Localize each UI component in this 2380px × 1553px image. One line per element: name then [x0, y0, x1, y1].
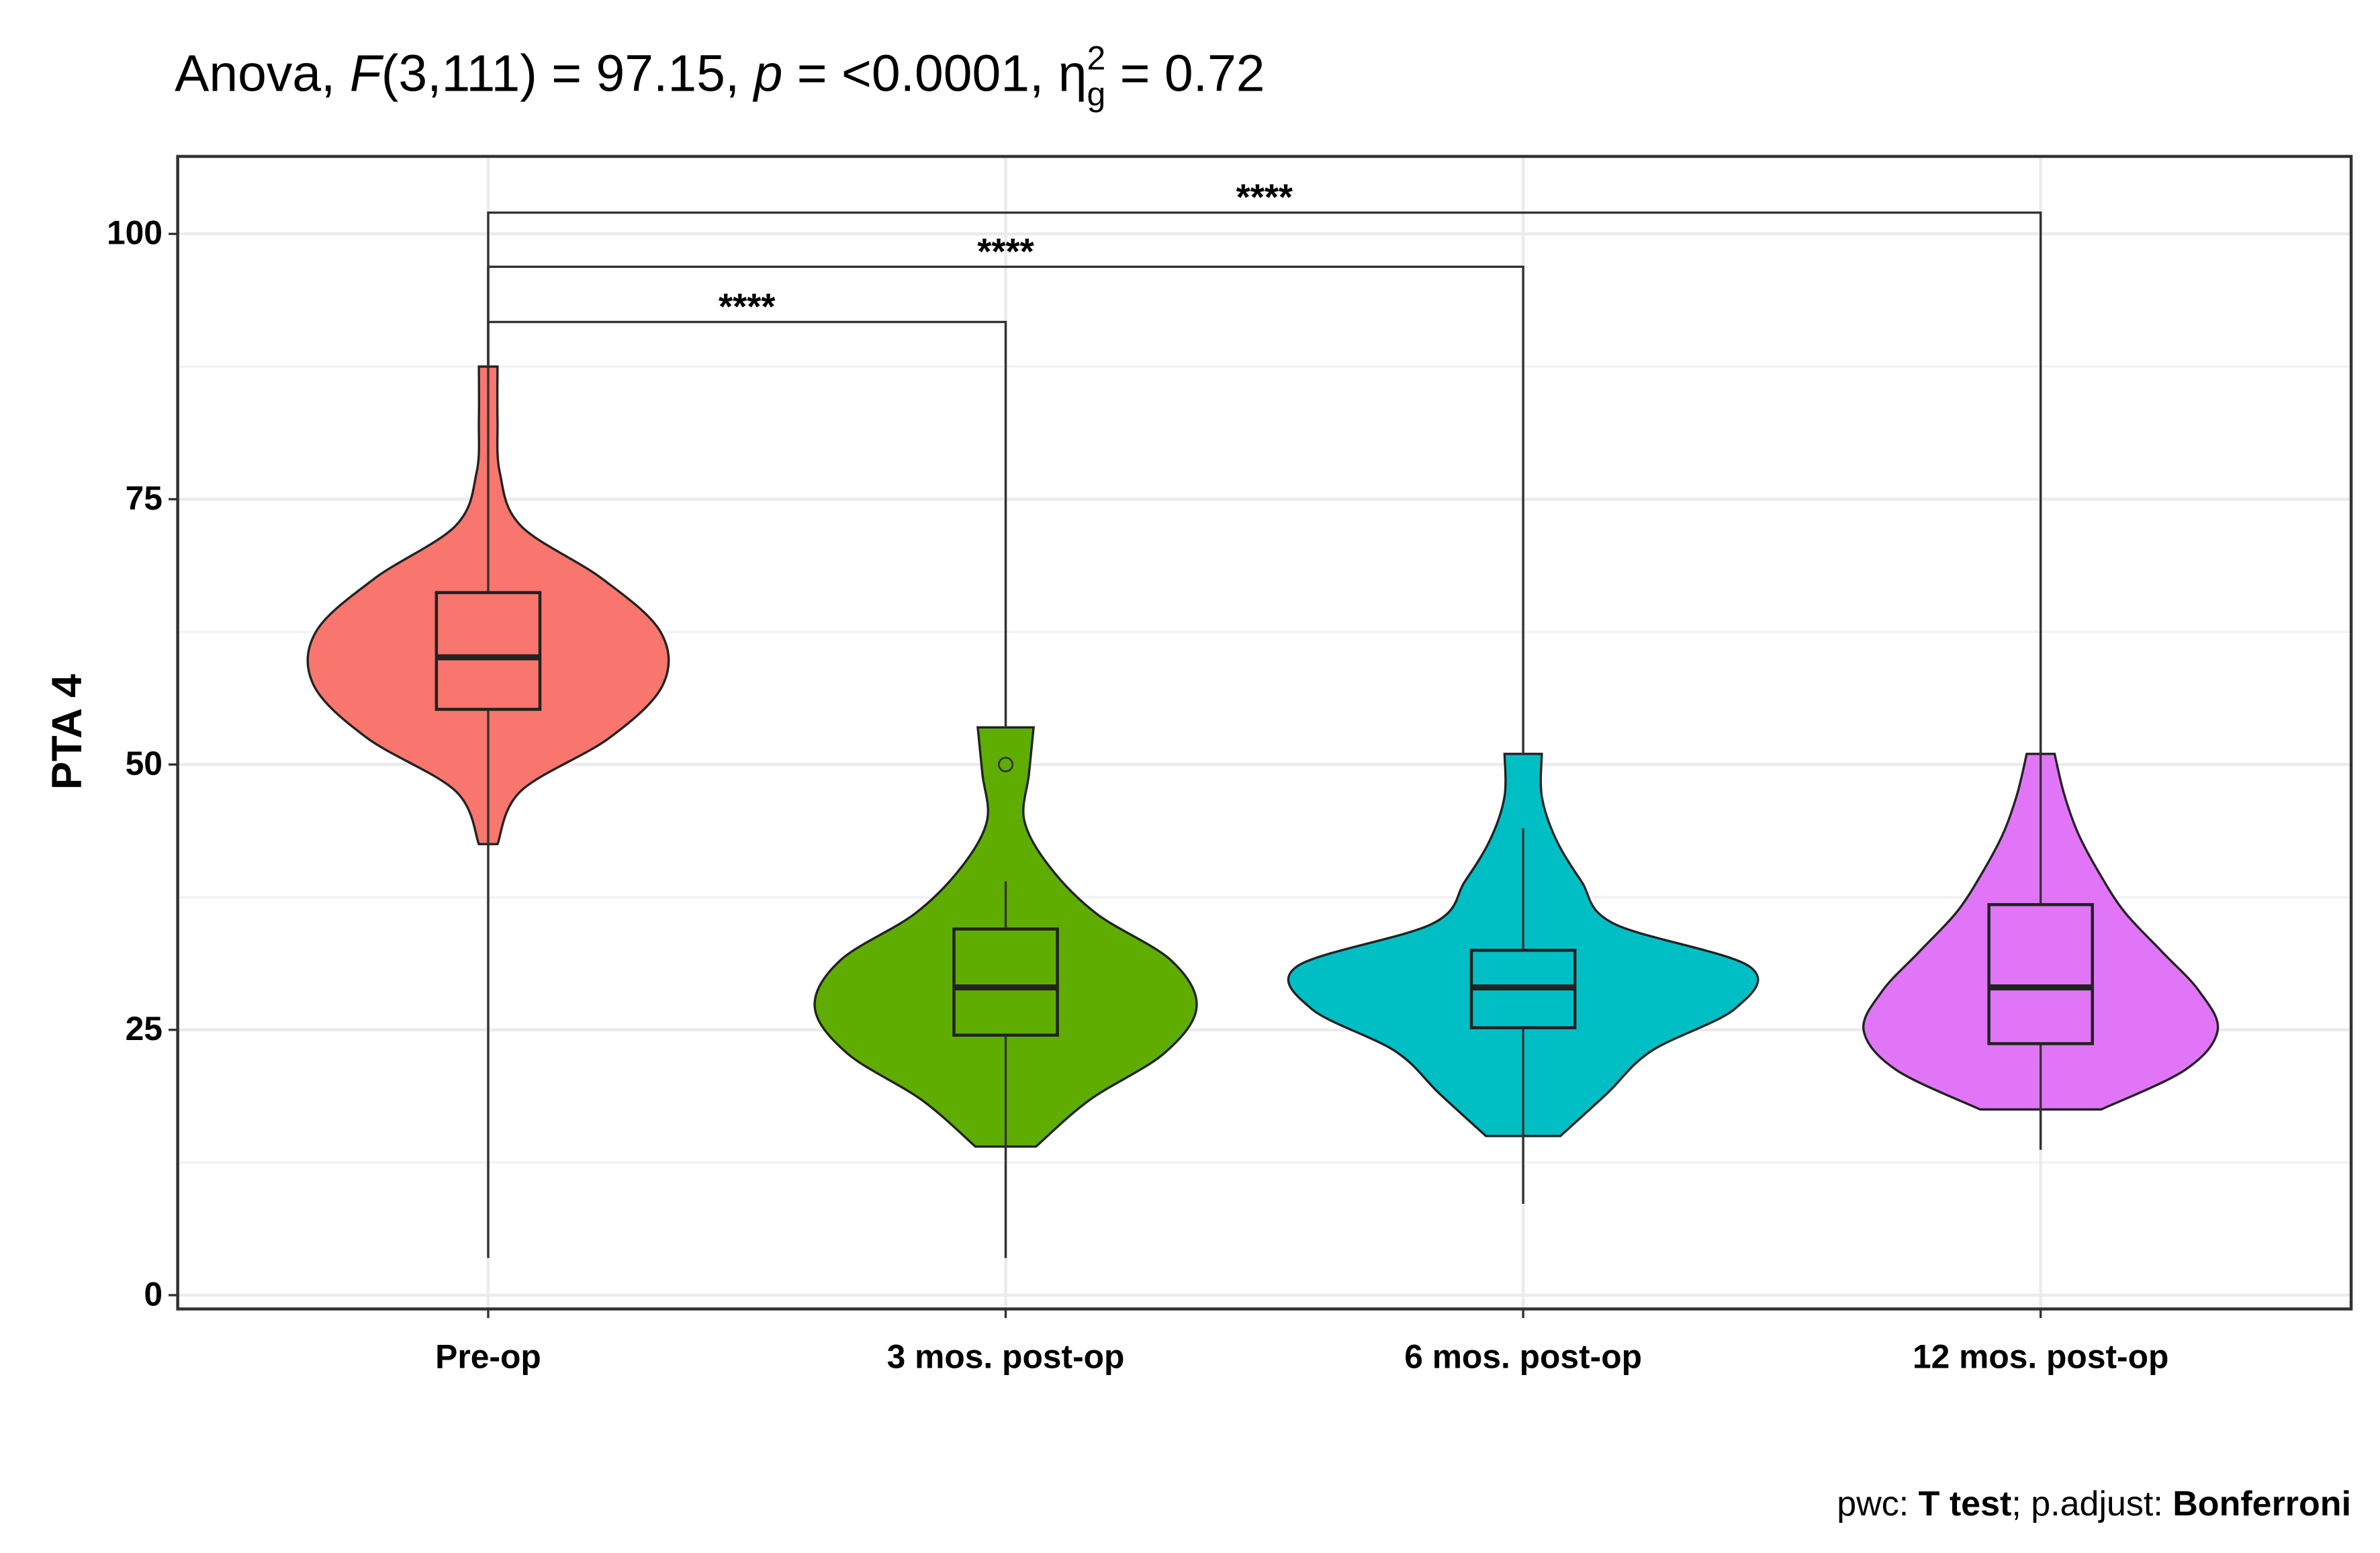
- text-segment: = <0.0001,: [782, 45, 1058, 103]
- x-tick-label: 12 mos. post-op: [1913, 1337, 2168, 1375]
- caption: pwc: T test; p.adjust: Bonferroni: [1837, 1485, 2351, 1523]
- y-tick-label: 0: [144, 1275, 163, 1313]
- y-tick-label: 75: [126, 479, 163, 517]
- x-tick-label: 6 mos. post-op: [1404, 1337, 1642, 1375]
- script-text: g: [1087, 75, 1106, 113]
- violin: [306, 365, 670, 845]
- text-segment: F: [350, 45, 384, 103]
- script-text: 2: [1087, 39, 1106, 77]
- box: [434, 591, 542, 711]
- text-segment: Bonferroni: [2172, 1485, 2351, 1523]
- text-segment: = 0.72: [1105, 45, 1265, 103]
- y-tick-label: 50: [126, 745, 163, 782]
- x-tick-label: 3 mos. post-op: [887, 1337, 1125, 1375]
- text-segment: (3,111) = 97.15,: [381, 45, 754, 103]
- text-segment: η: [1058, 45, 1087, 103]
- text-segment: ; p.adjust:: [2011, 1485, 2172, 1523]
- text-segment: pwc:: [1837, 1485, 1918, 1523]
- significance-label: ****: [719, 286, 776, 327]
- significance-label: ****: [1236, 177, 1293, 218]
- y-axis-label: PTA 4: [44, 674, 91, 790]
- y-tick-label: 100: [107, 214, 163, 252]
- x-tick-label: Pre-op: [435, 1337, 541, 1375]
- text-segment: T test: [1919, 1485, 2012, 1523]
- bracket: [487, 211, 2042, 754]
- y-tick-label: 25: [126, 1010, 163, 1047]
- box: [952, 927, 1059, 1037]
- text-segment: p: [753, 45, 783, 103]
- text-segment: Anova,: [175, 45, 350, 103]
- violin: [1862, 753, 2219, 1111]
- outlier: [997, 757, 1014, 773]
- violin: [813, 726, 1198, 1148]
- box: [1987, 903, 2095, 1045]
- panel-border: [176, 154, 2353, 1311]
- significance-label: ****: [977, 231, 1034, 272]
